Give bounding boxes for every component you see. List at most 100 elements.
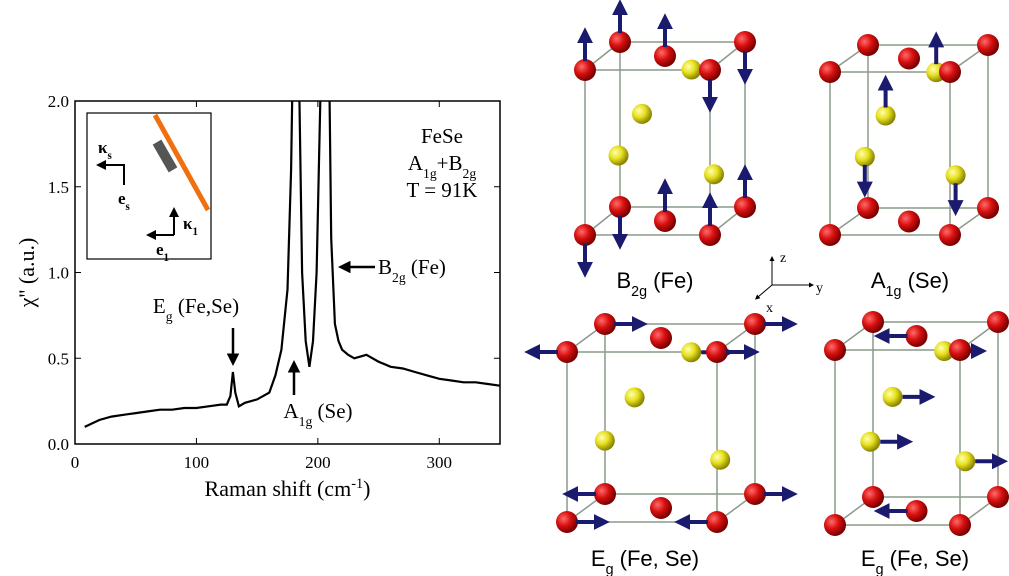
mode-label: B2g (Fe) bbox=[616, 268, 693, 300]
inset-label: κs bbox=[98, 138, 112, 162]
y-tick-label: 0.5 bbox=[48, 349, 69, 368]
fe-atom bbox=[734, 31, 756, 53]
x-tick-label: 100 bbox=[184, 453, 210, 472]
x-tick-label: 0 bbox=[71, 453, 80, 472]
text-box-line-part: A bbox=[408, 151, 424, 175]
mode-label-part: B bbox=[616, 268, 631, 293]
fe-atom bbox=[706, 511, 728, 533]
spectrum-line bbox=[84, 101, 500, 428]
se-atom bbox=[704, 164, 724, 185]
fe-atom bbox=[699, 59, 721, 81]
axis-name: y bbox=[816, 281, 823, 296]
fe-atom bbox=[744, 313, 766, 335]
mode-label-part: 2g bbox=[631, 284, 647, 300]
inset-label: e1 bbox=[156, 240, 169, 264]
fe-atom bbox=[699, 224, 721, 246]
fe-atom bbox=[654, 45, 676, 67]
inset-label-part: 1 bbox=[164, 252, 170, 264]
fe-atom bbox=[650, 497, 672, 519]
mode-label-part: (Fe, Se) bbox=[884, 546, 970, 571]
text-box-line-part: T = 91K bbox=[407, 178, 478, 202]
annotation-part: E bbox=[153, 294, 166, 318]
fe-atom bbox=[949, 514, 971, 536]
fe-atom bbox=[862, 486, 884, 508]
text-box-line: FeSe bbox=[421, 124, 463, 148]
fe-atom bbox=[987, 311, 1009, 333]
fe-atom bbox=[949, 339, 971, 361]
fe-atom bbox=[594, 483, 616, 505]
text-box-line-part: 2g bbox=[463, 166, 477, 181]
fe-atom bbox=[556, 511, 578, 533]
mode-label-part: (Se) bbox=[901, 268, 949, 293]
y-axis-label: χ'' (a.u.) bbox=[14, 238, 39, 309]
inset-label-part: e bbox=[118, 189, 126, 208]
inset-laser bbox=[152, 113, 211, 212]
annotation-part: 1g bbox=[299, 414, 313, 429]
se-atom bbox=[955, 451, 976, 472]
text-box-line: A1g+B2g bbox=[408, 151, 476, 181]
annotation-part: B bbox=[378, 255, 392, 279]
x-axis-label-part: ) bbox=[363, 476, 370, 501]
fe-atom bbox=[905, 500, 928, 522]
fe-atom bbox=[734, 196, 756, 218]
x-axis-label-part: -1 bbox=[351, 476, 363, 492]
fe-atom bbox=[939, 224, 961, 246]
annotation-part: (Fe,Se) bbox=[173, 294, 240, 318]
fe-atom bbox=[824, 514, 846, 536]
text-box-line-part: 1g bbox=[423, 166, 437, 181]
se-atom bbox=[681, 342, 702, 363]
mode-label-part: (Fe, Se) bbox=[614, 546, 700, 571]
annotation-part: g bbox=[166, 309, 173, 324]
se-atom bbox=[608, 145, 629, 166]
fe-atom bbox=[898, 47, 920, 70]
annotation-part: (Fe) bbox=[406, 255, 446, 279]
axis-arrow bbox=[754, 284, 773, 300]
se-atom bbox=[632, 103, 652, 124]
fe-atom bbox=[706, 341, 728, 363]
fe-atom bbox=[939, 61, 961, 83]
y-tick-label: 0.0 bbox=[48, 435, 69, 454]
se-atom bbox=[594, 430, 615, 451]
text-box-line-part: +B bbox=[437, 151, 463, 175]
mode-label-part: g bbox=[606, 562, 614, 576]
y-tick-label: 2.0 bbox=[48, 92, 69, 111]
fe-atom bbox=[556, 341, 578, 363]
inset-label-part: κ bbox=[183, 214, 193, 233]
se-atom bbox=[710, 449, 731, 470]
fe-atom bbox=[609, 31, 631, 53]
fe-atom bbox=[977, 197, 999, 219]
axis-name: z bbox=[780, 251, 786, 266]
se-atom bbox=[945, 165, 966, 186]
inset-label-part: 1 bbox=[192, 226, 198, 238]
se-atom bbox=[860, 431, 881, 452]
mode-label-part: 1g bbox=[886, 284, 902, 300]
y-tick-label: 1.5 bbox=[48, 178, 69, 197]
mode-label: Eg (Fe, Se) bbox=[591, 546, 699, 576]
fe-atom bbox=[824, 339, 846, 361]
fe-atom bbox=[819, 61, 841, 83]
se-atom bbox=[934, 341, 955, 362]
axis-name: x bbox=[766, 301, 773, 316]
annotation-part: A bbox=[283, 399, 299, 423]
fe-atom bbox=[977, 34, 999, 56]
x-axis-label: Raman shift (cm-1) bbox=[205, 476, 371, 501]
mode-label-part: E bbox=[591, 546, 606, 571]
se-atom bbox=[624, 387, 645, 408]
fe-atom bbox=[650, 327, 672, 349]
inset-label: es bbox=[118, 189, 131, 213]
annotation-part: (Se) bbox=[312, 399, 352, 423]
mode-label: A1g (Se) bbox=[871, 268, 949, 300]
fe-atom bbox=[857, 34, 879, 56]
inset-sample bbox=[152, 139, 178, 173]
se-atom bbox=[854, 146, 875, 167]
fe-atom bbox=[857, 197, 879, 219]
fe-atom bbox=[574, 224, 596, 246]
text-box-line: T = 91K bbox=[407, 178, 478, 202]
annotation-part: 2g bbox=[392, 270, 406, 285]
fe-atom bbox=[819, 224, 841, 246]
mode-label-part: g bbox=[876, 562, 884, 576]
x-tick-label: 200 bbox=[305, 453, 331, 472]
inset-label-part: e bbox=[156, 240, 164, 259]
